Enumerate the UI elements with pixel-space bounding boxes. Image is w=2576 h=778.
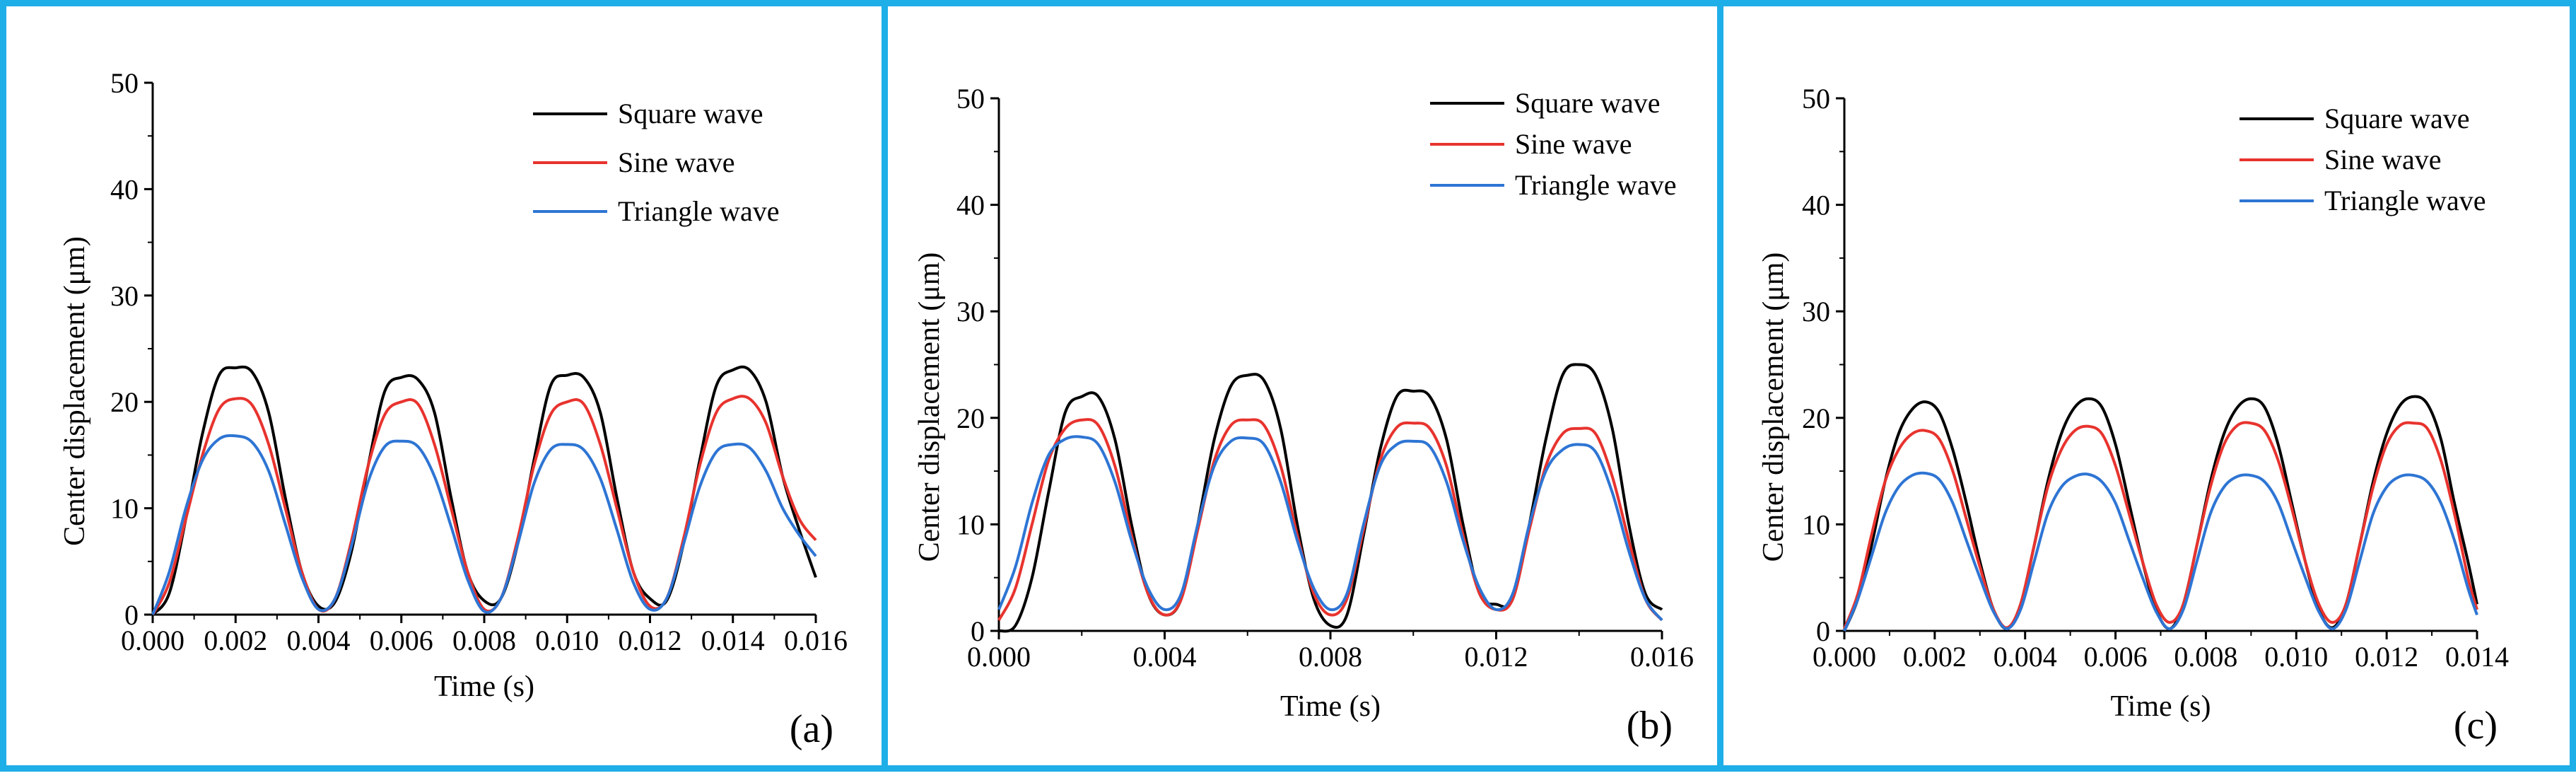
y-tick-label: 50 — [1802, 83, 1830, 115]
y-tick-label: 40 — [1802, 190, 1830, 221]
chart-a: 0 10 20 30 40 50 0.000 0.002 0.004 0.006 0.008 0.01… — [59, 67, 848, 751]
series-line-square-wave — [998, 363, 1663, 633]
legend-label-triangle-wave: Triangle wave — [1515, 169, 1676, 201]
legend-label-triangle-wave: Triangle wave — [2324, 185, 2486, 216]
x-tick-label: 0.006 — [370, 625, 433, 656]
y-tick-label: 0 — [1816, 615, 1830, 647]
y-tick-label: 10 — [110, 493, 139, 525]
series-line-sine-wave — [151, 395, 817, 615]
x-tick-label: 0.014 — [2445, 641, 2509, 673]
x-tick-label: 0.012 — [1465, 641, 1528, 673]
panel-label: (b) — [1627, 704, 1673, 748]
series-line-triangle-wave — [151, 434, 817, 615]
x-tick-label: 0.008 — [1299, 641, 1362, 673]
y-tick-label: 20 — [956, 402, 985, 434]
x-tick-label: 0.012 — [2355, 641, 2418, 673]
x-tick-label: 0.004 — [1994, 641, 2057, 673]
y-tick-label: 50 — [110, 67, 139, 99]
y-tick-label: 20 — [1802, 402, 1830, 434]
legend-label-sine-wave: Sine wave — [618, 146, 735, 178]
x-tick-label: 0.002 — [1903, 641, 1967, 673]
series-line-triangle-wave — [1843, 471, 2478, 632]
x-tick-label: 0.014 — [701, 625, 765, 656]
x-axis-title: Time (s) — [434, 670, 534, 703]
y-tick-label: 30 — [956, 296, 985, 327]
series-line-square-wave — [151, 365, 817, 616]
x-tick-label: 0.016 — [1630, 641, 1694, 673]
y-axis-title: Center displacement (μm) — [1757, 252, 1790, 562]
series-line-sine-wave — [997, 418, 1663, 622]
legend-label-sine-wave: Sine wave — [2324, 144, 2442, 175]
x-axis-title: Time (s) — [1280, 690, 1381, 723]
x-tick-label: 0.000 — [967, 641, 1031, 673]
legend-label-square-wave: Square wave — [2324, 103, 2469, 134]
panel-label: (a) — [790, 707, 833, 751]
chart-b: 0 10 20 30 40 50 0.000 0.004 0.008 0.012 0.016 Time… — [913, 83, 1694, 748]
panel-a: 0 10 20 30 40 50 0.000 0.002 0.004 0.006 0.008 0.01… — [0, 0, 888, 772]
x-tick-label: 0.010 — [535, 625, 599, 656]
x-tick-label: 0.008 — [2174, 641, 2237, 673]
x-tick-label: 0.000 — [121, 625, 185, 656]
panel-label: (c) — [2454, 704, 2498, 748]
legend-label-square-wave: Square wave — [1515, 87, 1660, 119]
series-line-sine-wave — [1843, 421, 2478, 629]
legend-label-triangle-wave: Triangle wave — [618, 195, 779, 227]
y-tick-label: 40 — [956, 190, 985, 221]
x-tick-label: 0.008 — [452, 625, 516, 656]
y-tick-label: 40 — [110, 173, 139, 205]
y-tick-label: 30 — [1802, 296, 1830, 327]
x-axis-title: Time (s) — [2111, 690, 2211, 723]
x-tick-label: 0.012 — [619, 625, 682, 656]
x-tick-label: 0.004 — [287, 625, 351, 656]
legend-label-square-wave: Square wave — [618, 98, 763, 129]
y-tick-label: 30 — [110, 280, 139, 312]
x-tick-label: 0.000 — [1813, 641, 1876, 673]
y-tick-label: 50 — [956, 83, 985, 115]
y-tick-label: 20 — [110, 386, 139, 418]
x-tick-label: 0.002 — [204, 625, 267, 656]
chart-c: 0 10 20 30 40 50 0.000 0.002 0.004 0.006 0.008 0.01… — [1757, 83, 2509, 748]
y-tick-label: 10 — [1802, 509, 1830, 540]
y-axis-title: Center displacement (μm) — [913, 252, 946, 562]
x-tick-label: 0.016 — [784, 625, 848, 656]
x-tick-label: 0.010 — [2264, 641, 2328, 673]
y-tick-label: 0 — [971, 615, 985, 647]
y-tick-label: 10 — [956, 509, 985, 540]
x-tick-label: 0.006 — [2084, 641, 2148, 673]
series-line-triangle-wave — [997, 435, 1663, 622]
panel-c: 0 10 20 30 40 50 0.000 0.002 0.004 0.006 0.008 0.01… — [1717, 0, 2576, 772]
y-axis-title: Center displacement (μm) — [59, 236, 91, 546]
x-tick-label: 0.004 — [1133, 641, 1197, 673]
y-tick-label: 0 — [124, 599, 139, 631]
series-line-square-wave — [1843, 395, 2478, 632]
legend-label-sine-wave: Sine wave — [1515, 128, 1632, 160]
panel-b: 0 10 20 30 40 50 0.000 0.004 0.008 0.012 0.016 Time… — [882, 0, 1723, 772]
